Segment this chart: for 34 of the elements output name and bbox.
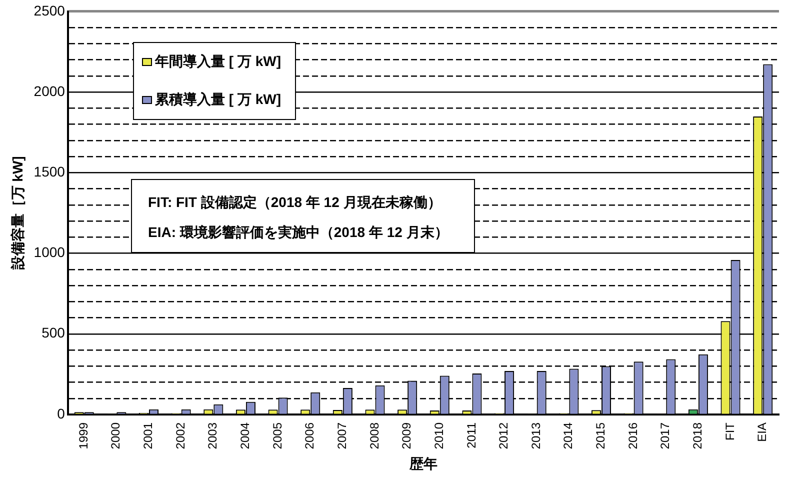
y-tick-label: 500 — [42, 324, 66, 341]
x-tick-label: FIT — [722, 422, 737, 441]
y-tick-label: 1500 — [34, 164, 66, 180]
annotation: FIT: FIT 設備認定（2018 年 12 月現在未稼働） — [148, 194, 442, 212]
x-tick-label: 2002 — [173, 422, 188, 450]
legend-label: 累積導入量 [ 万 kW] — [155, 91, 281, 109]
x-tick-label: 2012 — [496, 422, 511, 450]
x-axis-title: 歴年 — [408, 455, 438, 472]
x-tick-label: 2010 — [432, 422, 446, 450]
annotation: EIA: 環境影響評価を実施中（2018 年 12 月末） — [148, 224, 448, 242]
x-tick-label: 2001 — [141, 422, 156, 450]
x-tick-label: 2018 — [690, 422, 705, 450]
x-tick-label: 2017 — [658, 422, 672, 450]
x-tick-label: 2016 — [626, 422, 640, 450]
x-tick-label: 2013 — [528, 422, 543, 450]
x-tick-label: EIA — [755, 422, 770, 442]
x-tick-label: 2003 — [206, 422, 220, 450]
y-tick-label: 2000 — [34, 82, 66, 99]
y-tick-label: 0 — [57, 405, 66, 422]
x-tick-label: 2008 — [367, 422, 382, 450]
x-tick-label: 2011 — [464, 422, 478, 448]
x-tick-label: 2005 — [270, 422, 284, 450]
legend-label: 年間導入量 [ 万 kW] — [155, 53, 281, 71]
x-tick-label: 2007 — [334, 422, 349, 450]
y-axis-title: 設備容量［万 kW] — [9, 156, 26, 271]
x-tick-label: 1999 — [76, 422, 90, 450]
x-tick-label: 2014 — [561, 422, 576, 450]
x-tick-label: 2004 — [238, 422, 252, 450]
x-tick-label: 2015 — [594, 422, 608, 450]
x-tick-label: 2000 — [108, 422, 123, 450]
y-tick-label: 2500 — [34, 2, 66, 18]
y-tick-label: 1000 — [34, 244, 66, 260]
x-tick-label: 2006 — [302, 422, 317, 450]
x-tick-label: 2009 — [400, 422, 414, 450]
